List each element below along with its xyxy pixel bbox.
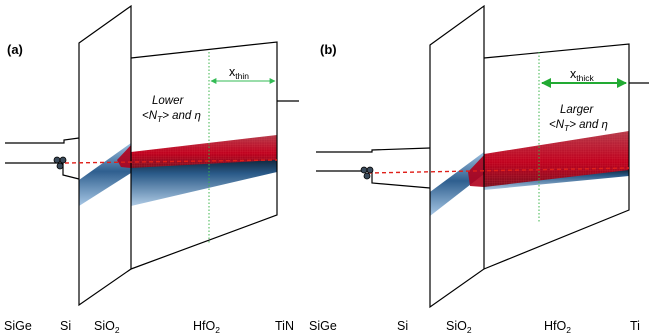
x-thick-label: xthick [570, 67, 594, 83]
layer-label-sio2-a: SiO2 [94, 319, 120, 335]
sige-si-band-edges-b [316, 147, 431, 189]
hole-cluster-icon [53, 156, 67, 170]
sio2-layer-outline-b [429, 4, 485, 309]
tunnel-band-sio2-b [430, 152, 484, 216]
x-thin-label: xthin [229, 65, 249, 81]
hfo2-layer-outline-b [483, 43, 630, 270]
layer-label-sige-a: SiGe [4, 319, 32, 333]
hole-cluster-icon [360, 166, 374, 180]
layer-label-si-a: Si [60, 319, 71, 333]
trap-band-mesh-b [484, 131, 629, 187]
layer-label-tin-a: TiN [275, 319, 294, 333]
layer-label-si-b: Si [397, 319, 408, 333]
note-larger-line2: <NT> and η [549, 119, 608, 133]
fermi-level-dashed [64, 159, 278, 164]
trap-band-mesh [131, 135, 277, 168]
panel-label-b: (b) [320, 42, 337, 57]
hfo2-layer-outline [130, 41, 278, 270]
layer-label-sio2-b: SiO2 [446, 319, 472, 335]
layer-label-ti-b: Ti [630, 319, 640, 333]
panel-a: (a) xthin Lower <NT> and η SiGe Si SiO2 … [4, 4, 299, 335]
fermi-level-dashed-b [367, 167, 630, 174]
sige-si-band-edges [5, 137, 80, 180]
layer-label-hfo2-b: HfO2 [544, 319, 571, 335]
tunnel-band-hfo2 [131, 156, 277, 206]
note-larger-line1: Larger [560, 104, 594, 116]
note-lower-line2: <NT> and η [142, 110, 201, 124]
tunnel-band-sio2 [79, 143, 131, 206]
note-lower-line1: Lower [152, 95, 184, 107]
layer-label-hfo2-a: HfO2 [193, 319, 220, 335]
panel-label-a: (a) [7, 42, 23, 57]
trap-band-sio2 [117, 145, 131, 168]
layer-label-sige-b: SiGe [309, 319, 337, 333]
panel-b: (b) xthick Larger <NT> and η SiGe Si SiO… [309, 4, 649, 335]
